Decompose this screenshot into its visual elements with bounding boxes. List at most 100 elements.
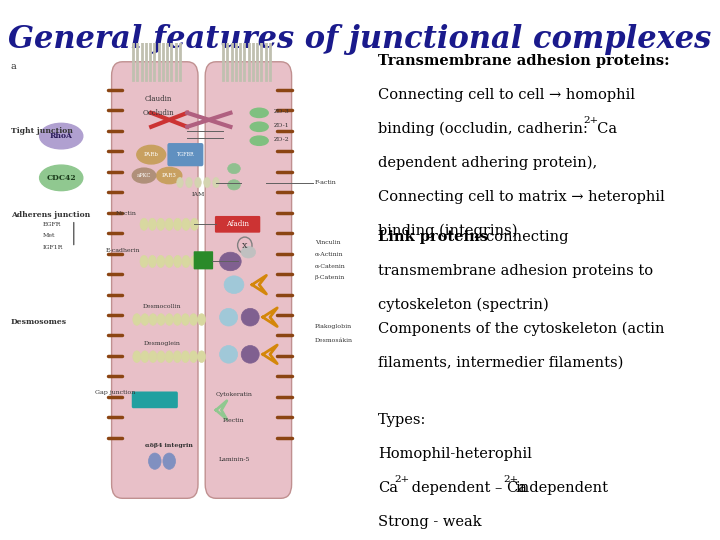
- FancyBboxPatch shape: [132, 392, 178, 408]
- Ellipse shape: [165, 255, 173, 267]
- Text: PAR3: PAR3: [162, 173, 176, 178]
- Text: Vinculin: Vinculin: [315, 240, 341, 245]
- Text: Cytokeratin: Cytokeratin: [215, 392, 253, 397]
- FancyBboxPatch shape: [167, 143, 204, 166]
- Text: Laminin-5: Laminin-5: [218, 457, 250, 462]
- Ellipse shape: [189, 351, 197, 362]
- Text: binding (integrins): binding (integrins): [378, 224, 518, 239]
- Text: cytoskeleton (spectrin): cytoskeleton (spectrin): [378, 298, 549, 312]
- Text: ZO-3: ZO-3: [274, 109, 289, 114]
- Text: Desmocollin: Desmocollin: [143, 304, 181, 309]
- Text: Tight junction: Tight junction: [11, 127, 73, 136]
- Text: binding (occludin, cadherin:  Ca: binding (occludin, cadherin: Ca: [378, 122, 617, 137]
- Ellipse shape: [157, 314, 165, 325]
- Text: E-cadherin: E-cadherin: [105, 248, 140, 253]
- Ellipse shape: [157, 351, 165, 362]
- Ellipse shape: [181, 351, 189, 362]
- Ellipse shape: [190, 255, 199, 267]
- Text: CDC42: CDC42: [46, 174, 76, 182]
- Text: Desmoglein: Desmoglein: [143, 341, 181, 346]
- Ellipse shape: [186, 178, 192, 187]
- Text: filaments, intermedier filaments): filaments, intermedier filaments): [378, 355, 624, 369]
- Text: Ca: Ca: [378, 481, 398, 495]
- Ellipse shape: [132, 168, 156, 183]
- Text: αδβ4 integrin: αδβ4 integrin: [145, 443, 193, 448]
- Text: 2+: 2+: [503, 475, 518, 484]
- Ellipse shape: [165, 351, 173, 362]
- Ellipse shape: [174, 314, 181, 325]
- Ellipse shape: [174, 218, 181, 231]
- Ellipse shape: [157, 167, 181, 184]
- Ellipse shape: [157, 255, 165, 267]
- Ellipse shape: [148, 255, 156, 267]
- Text: ZO-1: ZO-1: [274, 123, 289, 128]
- Ellipse shape: [40, 123, 83, 149]
- Text: independent: independent: [516, 481, 608, 495]
- Text: Desmosákin: Desmosákin: [315, 338, 353, 343]
- Ellipse shape: [241, 346, 259, 363]
- Text: aPKC: aPKC: [137, 173, 151, 178]
- FancyBboxPatch shape: [215, 216, 261, 233]
- Ellipse shape: [213, 178, 219, 187]
- Text: Plectin: Plectin: [223, 417, 245, 423]
- Ellipse shape: [197, 351, 206, 362]
- Text: 2+: 2+: [394, 475, 409, 484]
- FancyBboxPatch shape: [205, 62, 292, 498]
- Ellipse shape: [241, 308, 259, 326]
- Ellipse shape: [241, 246, 256, 258]
- Text: Adherens junction: Adherens junction: [11, 211, 90, 219]
- Ellipse shape: [197, 314, 206, 325]
- Ellipse shape: [163, 453, 176, 469]
- Ellipse shape: [174, 255, 181, 267]
- Ellipse shape: [174, 351, 181, 362]
- Text: β-Catenin: β-Catenin: [315, 275, 346, 280]
- Text: Desmosomes: Desmosomes: [11, 318, 67, 326]
- Ellipse shape: [228, 180, 240, 190]
- Text: – connecting: – connecting: [474, 230, 569, 244]
- Ellipse shape: [181, 314, 189, 325]
- Text: ZO-2: ZO-2: [274, 137, 289, 141]
- Text: Homophil-heterophil: Homophil-heterophil: [378, 447, 532, 461]
- Text: transmembrane adhesion proteins to: transmembrane adhesion proteins to: [378, 264, 653, 278]
- Ellipse shape: [149, 351, 157, 362]
- FancyBboxPatch shape: [112, 62, 198, 498]
- Ellipse shape: [40, 165, 83, 191]
- Ellipse shape: [165, 218, 173, 231]
- Ellipse shape: [176, 178, 183, 187]
- Text: RhoA: RhoA: [50, 132, 73, 140]
- Ellipse shape: [165, 314, 173, 325]
- Ellipse shape: [137, 145, 166, 164]
- Ellipse shape: [190, 218, 199, 231]
- Text: F-actin: F-actin: [315, 180, 337, 185]
- Text: Transmembrane adhesion proteins:: Transmembrane adhesion proteins:: [378, 54, 670, 68]
- Ellipse shape: [157, 218, 165, 231]
- Ellipse shape: [132, 314, 141, 325]
- Ellipse shape: [132, 351, 141, 362]
- Ellipse shape: [140, 218, 148, 231]
- Ellipse shape: [220, 346, 238, 363]
- Text: Met: Met: [43, 233, 55, 239]
- Text: IGF1R: IGF1R: [43, 245, 63, 250]
- Ellipse shape: [148, 218, 156, 231]
- Ellipse shape: [220, 252, 241, 271]
- Text: 2+: 2+: [583, 116, 598, 125]
- Text: a: a: [11, 62, 17, 71]
- Text: General features of junctional complexes: General features of junctional complexes: [9, 24, 711, 55]
- Ellipse shape: [141, 351, 149, 362]
- Ellipse shape: [251, 122, 268, 131]
- Text: x: x: [242, 241, 248, 249]
- Text: Claudin: Claudin: [145, 95, 172, 103]
- Ellipse shape: [189, 314, 197, 325]
- Text: Occludin: Occludin: [143, 109, 174, 117]
- Ellipse shape: [224, 276, 244, 294]
- Ellipse shape: [251, 136, 268, 145]
- Text: Strong - weak: Strong - weak: [378, 515, 482, 529]
- FancyBboxPatch shape: [194, 251, 213, 269]
- Text: α-Actinin: α-Actinin: [315, 252, 343, 257]
- Text: Link proteins: Link proteins: [378, 230, 488, 244]
- Text: Afadin: Afadin: [226, 220, 249, 228]
- Text: TGFBR: TGFBR: [176, 152, 194, 157]
- Text: EGFR: EGFR: [43, 222, 62, 227]
- Ellipse shape: [204, 178, 210, 187]
- Ellipse shape: [228, 164, 240, 174]
